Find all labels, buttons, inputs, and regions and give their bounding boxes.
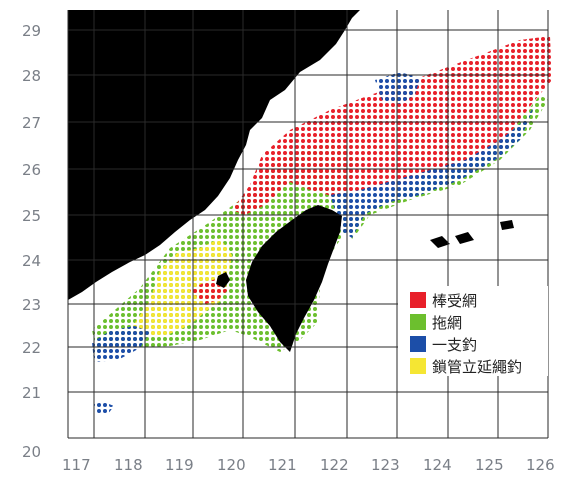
y-tick-label: 27 bbox=[22, 114, 41, 132]
legend-label-longline-squid: 鎖管立延繩釣 bbox=[432, 358, 522, 376]
x-tick-label: 119 bbox=[165, 456, 194, 474]
zone-jigging-south bbox=[94, 402, 114, 414]
zone-longline-squid bbox=[130, 238, 232, 336]
legend-label-trawl: 拖網 bbox=[432, 314, 462, 332]
x-tick-label: 122 bbox=[320, 456, 349, 474]
legend: 棒受網 拖網 一支釣 鎖管立延繩釣 bbox=[398, 286, 548, 376]
y-tick-label: 20 bbox=[22, 443, 41, 461]
mainland-coast bbox=[68, 10, 360, 300]
y-tick-label: 24 bbox=[22, 252, 41, 270]
x-tick-label: 120 bbox=[217, 456, 246, 474]
x-tick-label: 125 bbox=[475, 456, 504, 474]
y-tick-label: 29 bbox=[22, 22, 41, 40]
x-tick-label: 123 bbox=[371, 456, 400, 474]
y-tick-label: 23 bbox=[22, 296, 41, 314]
y-tick-label: 22 bbox=[22, 339, 41, 357]
yaeyama-islands bbox=[430, 220, 514, 248]
legend-swatch-jigging bbox=[410, 336, 426, 352]
y-axis-labels: 29 28 27 26 25 24 23 22 21 20 bbox=[22, 22, 41, 461]
legend-swatch-longline-squid bbox=[410, 358, 426, 374]
x-tick-label: 121 bbox=[268, 456, 297, 474]
zone-jigging-sw bbox=[92, 326, 150, 362]
penghu-islets bbox=[216, 272, 230, 288]
y-tick-label: 25 bbox=[22, 207, 41, 225]
y-tick-label: 28 bbox=[22, 67, 41, 85]
y-tick-label: 21 bbox=[22, 384, 41, 402]
y-tick-label: 26 bbox=[22, 161, 41, 179]
zone-trawl-east bbox=[350, 95, 548, 240]
x-tick-label: 126 bbox=[526, 456, 555, 474]
legend-swatch-trawl bbox=[410, 314, 426, 330]
legend-label-jigging: 一支釣 bbox=[432, 336, 477, 354]
zone-stick-held-dip-net bbox=[232, 36, 552, 215]
x-axis-labels: 117 118 119 120 121 122 123 124 125 126 bbox=[62, 456, 555, 474]
taiwan-island bbox=[246, 205, 342, 352]
legend-swatch-stick-held-dip-net bbox=[410, 292, 426, 308]
x-tick-label: 124 bbox=[423, 456, 452, 474]
legend-label-stick-held-dip-net: 棒受網 bbox=[432, 292, 477, 310]
x-tick-label: 118 bbox=[114, 456, 143, 474]
zone-jigging bbox=[330, 105, 535, 238]
x-tick-label: 117 bbox=[62, 456, 91, 474]
landmasses bbox=[68, 10, 514, 352]
